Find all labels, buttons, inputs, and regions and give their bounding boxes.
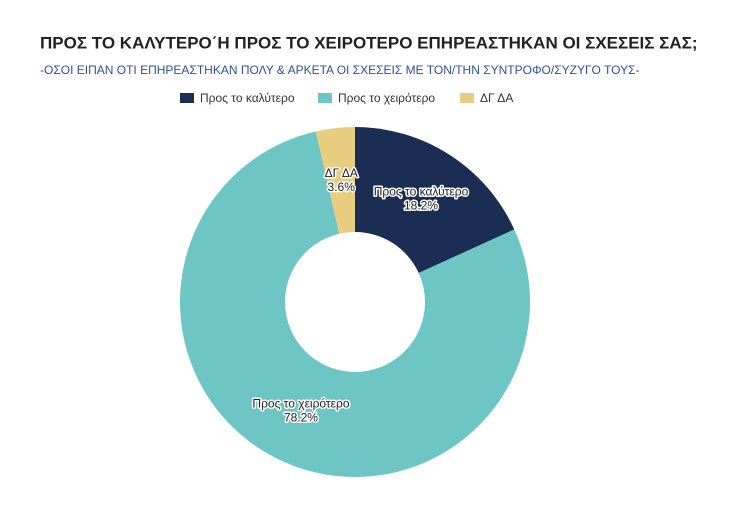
slice-value-label: 3.6% xyxy=(328,180,356,194)
pie-slice xyxy=(315,127,355,234)
pie-slice xyxy=(355,127,515,273)
legend-swatch xyxy=(460,93,474,103)
legend-label: Προς το χειρότερο xyxy=(338,91,435,105)
slice-category-label: ΔΓ ΔΑ xyxy=(325,166,358,180)
chart-subtitle: -ΟΣΟΙ ΕΙΠΑΝ ΟΤΙ ΕΠΗΡΕΑΣΤΗΚΑΝ ΠΟΛΥ & ΑΡΚΕ… xyxy=(40,63,639,77)
chart-title: ΠΡΟΣ ΤΟ ΚΑΛΥΤΕΡΟ΄Η ΠΡΟΣ ΤΟ ΧΕΙΡΟΤΕΡΟ ΕΠΗ… xyxy=(40,33,698,52)
slice-value-label: 78.2% xyxy=(284,411,318,425)
pie-slice xyxy=(180,131,530,477)
legend-swatch xyxy=(318,93,332,103)
slice-category-label: Προς το καλύτερο xyxy=(374,185,469,199)
legend-swatch xyxy=(180,93,194,103)
legend-label: ΔΓ ΔΑ xyxy=(480,91,513,105)
legend-label: Προς το καλύτερο xyxy=(200,91,295,105)
slice-value-label: 18.2% xyxy=(404,199,438,213)
slice-category-label: Προς το χειρότερο xyxy=(252,397,349,411)
